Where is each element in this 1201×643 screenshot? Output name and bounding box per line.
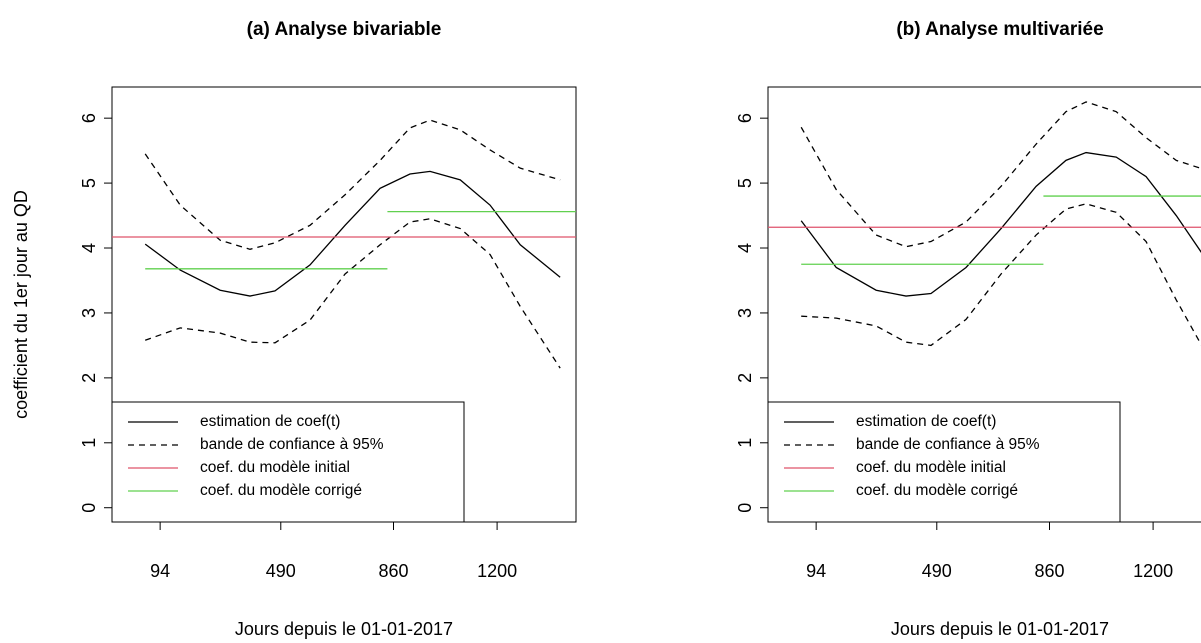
lower-band (801, 203, 1201, 347)
x-axis-label: Jours depuis le 01-01-2017 (235, 619, 453, 639)
y-tick-label: 4 (735, 243, 755, 253)
y-tick-label: 3 (79, 308, 99, 318)
y-tick-label: 4 (79, 243, 99, 253)
legend-label: coef. du modèle corrigé (200, 482, 362, 499)
x-tick-label: 860 (378, 561, 408, 581)
y-tick-label: 1 (79, 438, 99, 448)
chart-title: (a) Analyse bivariable (247, 19, 442, 40)
x-tick-label: 94 (150, 561, 170, 581)
estimate-line (144, 170, 561, 297)
legend-label: bande de confiance à 95% (856, 436, 1040, 453)
upper-band (800, 101, 1201, 248)
estimate-line (800, 151, 1201, 297)
lower-band (144, 218, 561, 369)
x-tick-label: 490 (266, 561, 296, 581)
y-tick-label: 5 (79, 178, 99, 188)
y-tick-label: 2 (79, 373, 99, 383)
x-tick-label: 1200 (477, 561, 517, 581)
x-axis-label: Jours depuis le 01-01-2017 (891, 619, 1109, 639)
legend-label: bande de confiance à 95% (200, 436, 384, 453)
legend-label: coef. du modèle initial (856, 459, 1006, 476)
legend-label: coef. du modèle corrigé (856, 482, 1018, 499)
x-tick-label: 94 (806, 561, 826, 581)
x-tick-label: 860 (1034, 561, 1064, 581)
y-tick-label: 2 (735, 373, 755, 383)
y-tick-label: 0 (79, 503, 99, 513)
y-tick-label: 3 (735, 308, 755, 318)
upper-band (144, 119, 561, 250)
legend-label: coef. du modèle initial (200, 459, 350, 476)
y-tick-label: 6 (79, 113, 99, 123)
y-tick-label: 6 (735, 113, 755, 123)
y-tick-label: 0 (735, 503, 755, 513)
x-tick-label: 490 (922, 561, 952, 581)
y-axis-label: coefficient du 1er jour au QD (11, 190, 31, 419)
legend-label: estimation de coef(t) (856, 413, 996, 430)
chart-title: (b) Analyse multivariée (896, 19, 1103, 40)
legend-label: estimation de coef(t) (200, 413, 340, 430)
x-tick-label: 1200 (1133, 561, 1173, 581)
y-tick-label: 1 (735, 438, 755, 448)
y-tick-label: 5 (735, 178, 755, 188)
